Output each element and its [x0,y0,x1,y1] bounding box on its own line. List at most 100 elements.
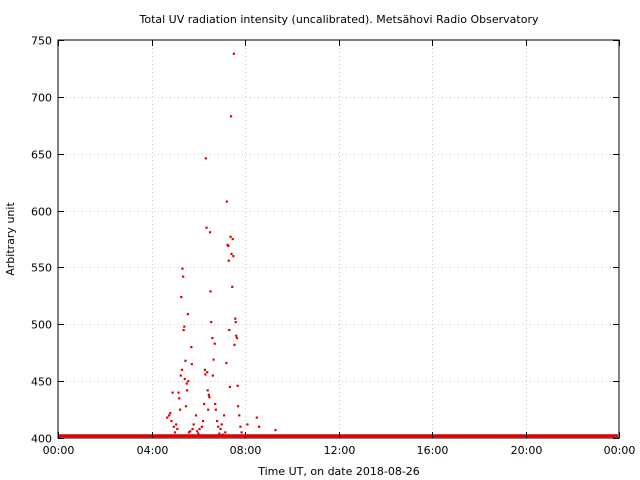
y-axis-label: Arbitrary unit [4,202,17,276]
data-point [236,405,240,408]
data-point [228,385,232,389]
x-tick-label: 12:00 [324,444,356,457]
data-point [176,427,179,431]
data-point [180,295,183,299]
data-point [236,384,239,387]
data-point [169,411,172,415]
data-point [209,290,212,293]
y-tick-label: 500 [31,319,52,332]
data-point [255,416,258,419]
data-point [179,374,182,377]
data-point [231,285,234,288]
x-tick-label: 08:00 [230,444,262,457]
y-tick-label: 550 [31,262,52,275]
x-tick-label: 20:00 [511,444,543,457]
data-point [185,382,188,385]
data-point [183,325,186,328]
y-tick-label: 450 [31,376,52,389]
data-point [227,259,230,262]
data-point [175,423,178,426]
plot-frame [57,39,620,439]
data-point [200,425,203,428]
data-point [192,423,195,426]
data-point [215,419,219,423]
data-point [187,431,191,434]
y-tick-label: 400 [31,433,52,446]
axis-ticks [58,40,620,439]
data-point [224,431,227,434]
data-point [227,244,230,248]
data-point [194,414,198,417]
data-point [166,416,169,419]
data-point [212,358,215,361]
data-point [187,380,190,383]
data-point [207,408,210,411]
data-point [232,52,235,55]
y-tick-label: 700 [31,92,52,105]
data-point [228,328,231,332]
data-point [178,397,181,400]
data-point [205,226,208,229]
data-point [186,313,189,316]
data-point [204,157,207,160]
data-point [217,425,220,428]
data-point [203,402,206,406]
data-point [179,408,182,411]
data-point [234,317,237,320]
data-point [210,321,213,324]
data-point [181,267,184,270]
grid-lines [58,40,619,438]
data-point [198,427,201,431]
data-point [207,393,210,396]
data-point [232,255,235,258]
data-point [189,430,192,433]
data-point [214,408,217,411]
data-point [183,377,186,381]
data-point [238,414,241,417]
x-axis-label: Time UT, on date 2018-08-26 [257,465,420,478]
data-point [193,434,196,437]
x-tick-label: 00:00 [43,444,75,457]
data-point [172,425,175,428]
data-point [274,429,277,432]
data-point [184,405,188,408]
data-point [173,431,177,434]
tick-labels: 00:00 04:00 08:00 12:00 16:00 20:00 00:0040045… [31,35,635,458]
data-point [186,389,189,392]
data-point [211,374,214,377]
data-point [235,334,238,337]
data-point [203,368,206,371]
data-point [225,200,228,203]
data-point [206,389,209,392]
data-point [196,430,199,433]
data-point [182,328,185,332]
data-point [222,414,226,417]
data-point [206,371,209,374]
data-point [226,243,229,246]
data-point [199,434,202,437]
chart-title: Total UV radiation intensity (uncalibrat… [139,13,539,26]
data-points [166,52,277,437]
y-tick-label: 650 [31,149,52,162]
data-point [218,432,221,435]
data-point [225,361,228,365]
data-point [240,431,243,434]
data-point [214,402,217,406]
x-tick-label: 04:00 [137,444,169,457]
data-point [180,368,184,371]
data-point [182,275,185,278]
data-point [229,235,232,238]
data-point [234,321,237,324]
data-point [219,427,222,431]
data-point [231,238,234,241]
data-point [191,427,194,431]
data-point [235,336,239,340]
data-point [171,391,174,394]
x-tick-label: 00:00 [604,444,636,457]
data-point [190,363,193,366]
data-point [170,419,173,423]
x-tick-label: 16:00 [417,444,449,457]
data-point [177,391,180,394]
data-point [246,423,249,426]
data-point [213,342,216,345]
